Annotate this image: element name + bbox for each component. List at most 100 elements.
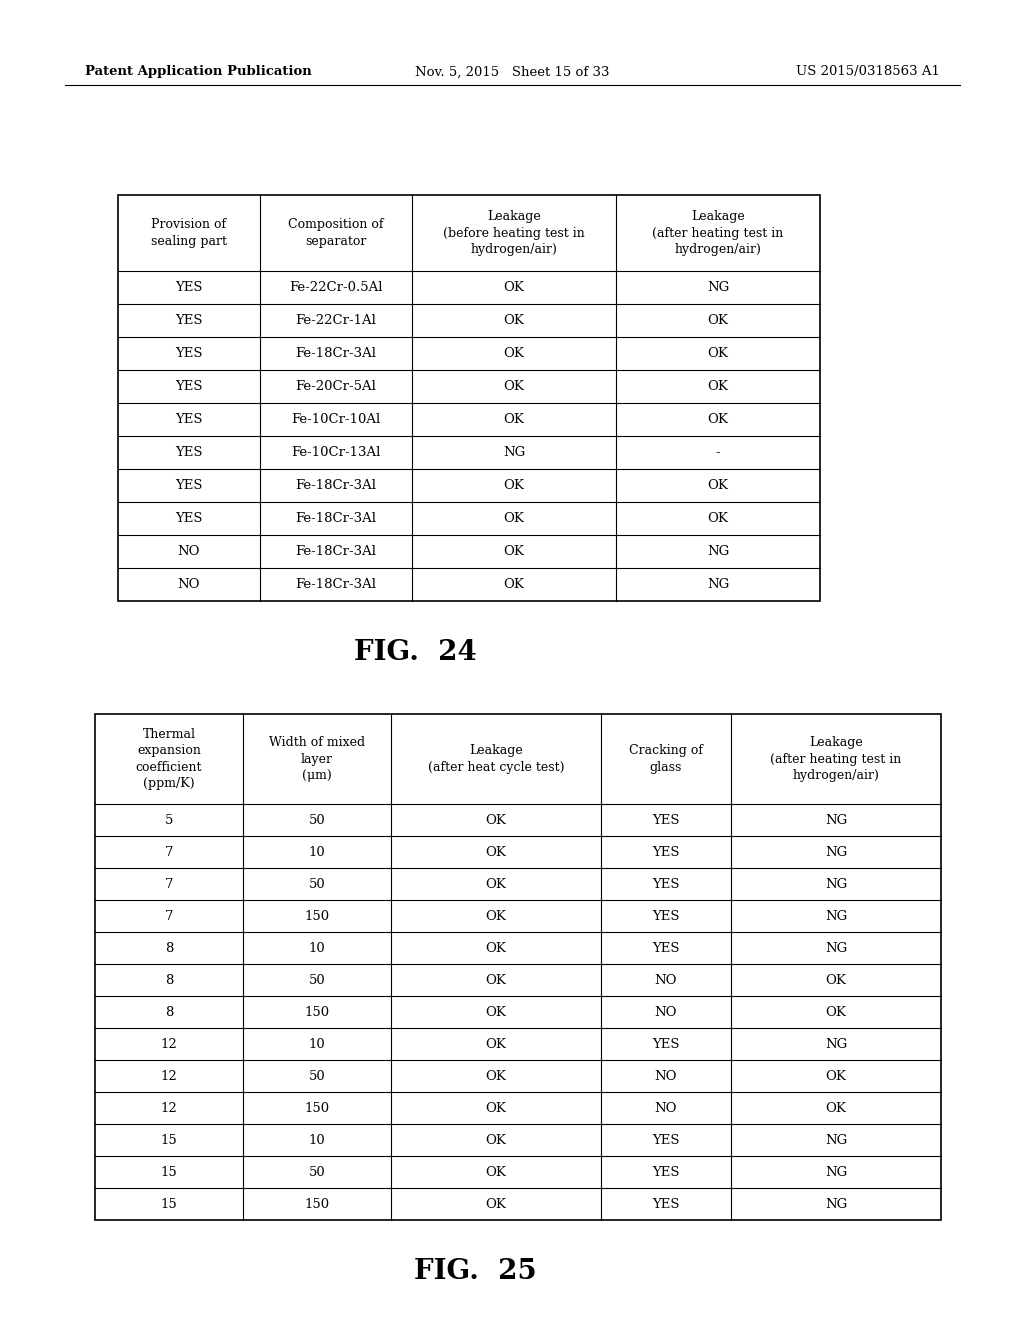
- Text: 150: 150: [304, 1006, 330, 1019]
- Text: 5: 5: [165, 813, 173, 826]
- Text: NG: NG: [825, 1166, 847, 1179]
- Text: 8: 8: [165, 1006, 173, 1019]
- Text: OK: OK: [485, 1166, 507, 1179]
- Text: OK: OK: [485, 878, 507, 891]
- Text: 10: 10: [308, 1038, 326, 1051]
- Text: 150: 150: [304, 1101, 330, 1114]
- Text: 8: 8: [165, 941, 173, 954]
- Text: NG: NG: [707, 578, 729, 591]
- Text: NG: NG: [825, 1197, 847, 1210]
- Text: OK: OK: [825, 1101, 847, 1114]
- Text: OK: OK: [485, 1006, 507, 1019]
- Text: NG: NG: [825, 1134, 847, 1147]
- Text: 15: 15: [161, 1134, 177, 1147]
- Text: OK: OK: [708, 347, 728, 360]
- Text: NO: NO: [654, 974, 677, 986]
- Text: OK: OK: [504, 347, 524, 360]
- Text: Leakage
(after heating test in
hydrogen/air): Leakage (after heating test in hydrogen/…: [652, 210, 783, 256]
- Text: YES: YES: [652, 1038, 680, 1051]
- Text: 15: 15: [161, 1166, 177, 1179]
- Text: OK: OK: [825, 974, 847, 986]
- Text: Composition of
separator: Composition of separator: [288, 218, 384, 248]
- Text: 8: 8: [165, 974, 173, 986]
- Text: OK: OK: [504, 545, 524, 558]
- Text: OK: OK: [485, 974, 507, 986]
- Text: OK: OK: [708, 413, 728, 426]
- Text: Fe-18Cr-3Al: Fe-18Cr-3Al: [296, 545, 377, 558]
- Text: Width of mixed
layer
(μm): Width of mixed layer (μm): [269, 737, 366, 781]
- Text: OK: OK: [485, 813, 507, 826]
- Text: Provision of
sealing part: Provision of sealing part: [151, 218, 227, 248]
- Text: OK: OK: [485, 1069, 507, 1082]
- Text: Leakage
(after heat cycle test): Leakage (after heat cycle test): [428, 744, 564, 774]
- Text: FIG.  24: FIG. 24: [353, 639, 476, 667]
- Text: OK: OK: [485, 1197, 507, 1210]
- Text: 150: 150: [304, 1197, 330, 1210]
- Text: NO: NO: [178, 545, 201, 558]
- Text: Fe-20Cr-5Al: Fe-20Cr-5Al: [296, 380, 377, 393]
- Text: Thermal
expansion
coefficient
(ppm/K): Thermal expansion coefficient (ppm/K): [136, 727, 203, 791]
- Text: 7: 7: [165, 846, 173, 858]
- Text: OK: OK: [485, 846, 507, 858]
- Text: YES: YES: [175, 314, 203, 327]
- Text: OK: OK: [708, 512, 728, 525]
- Text: NO: NO: [654, 1006, 677, 1019]
- Text: NG: NG: [825, 846, 847, 858]
- Text: YES: YES: [175, 281, 203, 294]
- Text: YES: YES: [175, 446, 203, 459]
- Text: YES: YES: [652, 813, 680, 826]
- Text: Patent Application Publication: Patent Application Publication: [85, 66, 311, 78]
- Text: OK: OK: [708, 479, 728, 492]
- Text: 10: 10: [308, 1134, 326, 1147]
- Text: NG: NG: [825, 909, 847, 923]
- Text: 50: 50: [308, 1069, 326, 1082]
- Text: YES: YES: [652, 909, 680, 923]
- Text: Fe-18Cr-3Al: Fe-18Cr-3Al: [296, 347, 377, 360]
- Text: OK: OK: [825, 1006, 847, 1019]
- Text: NG: NG: [707, 545, 729, 558]
- Text: OK: OK: [485, 941, 507, 954]
- Text: OK: OK: [504, 380, 524, 393]
- Text: Nov. 5, 2015   Sheet 15 of 33: Nov. 5, 2015 Sheet 15 of 33: [415, 66, 609, 78]
- Text: YES: YES: [652, 878, 680, 891]
- Text: Fe-18Cr-3Al: Fe-18Cr-3Al: [296, 512, 377, 525]
- Text: Leakage
(before heating test in
hydrogen/air): Leakage (before heating test in hydrogen…: [443, 210, 585, 256]
- Text: YES: YES: [175, 413, 203, 426]
- Text: 50: 50: [308, 1166, 326, 1179]
- Text: Fe-10Cr-13Al: Fe-10Cr-13Al: [291, 446, 381, 459]
- Text: Fe-22Cr-1Al: Fe-22Cr-1Al: [296, 314, 377, 327]
- Text: YES: YES: [652, 1134, 680, 1147]
- Text: 50: 50: [308, 974, 326, 986]
- Text: OK: OK: [825, 1069, 847, 1082]
- Text: 7: 7: [165, 909, 173, 923]
- Text: Fe-18Cr-3Al: Fe-18Cr-3Al: [296, 479, 377, 492]
- Text: YES: YES: [652, 1166, 680, 1179]
- Text: OK: OK: [708, 314, 728, 327]
- Text: OK: OK: [504, 413, 524, 426]
- Text: NG: NG: [503, 446, 525, 459]
- Text: YES: YES: [175, 512, 203, 525]
- Text: NG: NG: [825, 878, 847, 891]
- Text: Leakage
(after heating test in
hydrogen/air): Leakage (after heating test in hydrogen/…: [770, 737, 901, 781]
- Text: NG: NG: [825, 941, 847, 954]
- Text: 15: 15: [161, 1197, 177, 1210]
- Text: YES: YES: [652, 846, 680, 858]
- Text: OK: OK: [504, 314, 524, 327]
- Text: 12: 12: [161, 1038, 177, 1051]
- Text: OK: OK: [708, 380, 728, 393]
- Text: YES: YES: [175, 347, 203, 360]
- Text: -: -: [716, 446, 720, 459]
- Text: 10: 10: [308, 941, 326, 954]
- Text: YES: YES: [175, 479, 203, 492]
- Text: OK: OK: [504, 281, 524, 294]
- Text: Fe-22Cr-0.5Al: Fe-22Cr-0.5Al: [289, 281, 383, 294]
- Text: NG: NG: [707, 281, 729, 294]
- Text: OK: OK: [504, 578, 524, 591]
- Text: OK: OK: [485, 909, 507, 923]
- Text: 12: 12: [161, 1101, 177, 1114]
- Text: 50: 50: [308, 878, 326, 891]
- Text: 150: 150: [304, 909, 330, 923]
- Text: NG: NG: [825, 1038, 847, 1051]
- Text: 12: 12: [161, 1069, 177, 1082]
- Text: YES: YES: [652, 941, 680, 954]
